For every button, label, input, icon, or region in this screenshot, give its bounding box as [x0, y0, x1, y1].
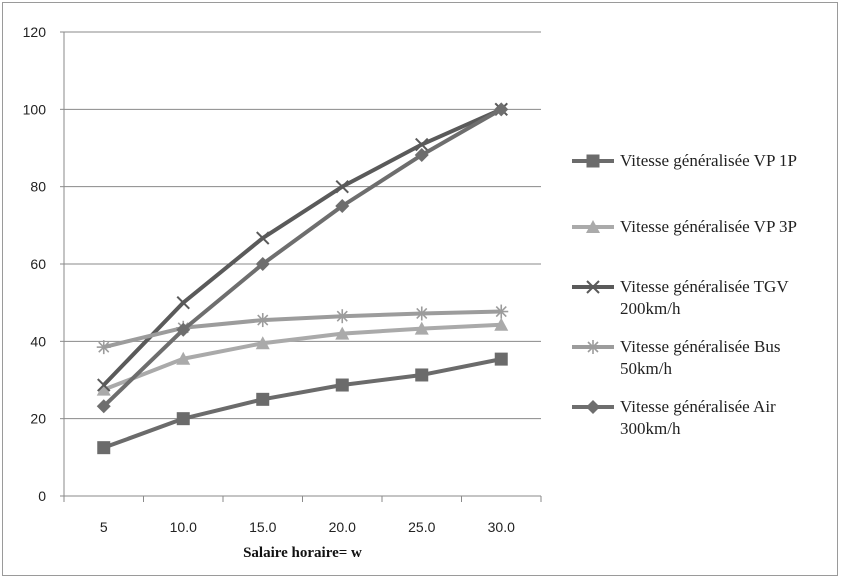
y-tick-label: 120: [23, 24, 47, 40]
y-tick-label: 20: [30, 411, 46, 427]
series-line: [103, 357, 502, 450]
x-marker-stroke: [256, 231, 270, 245]
data-point: [586, 154, 600, 168]
data-point: [96, 399, 111, 414]
x-tick-label: 15.0: [249, 519, 276, 535]
data-point: [414, 147, 429, 162]
data-point: [335, 199, 350, 213]
x-marker-stroke: [335, 179, 349, 194]
data-point: [176, 412, 190, 426]
data-point: [494, 102, 509, 117]
legend-label: Vitesse généralisée Bus 50km/h: [620, 337, 781, 378]
data-point: [335, 179, 349, 194]
data-point: [415, 137, 429, 152]
legend-swatch: [572, 340, 614, 354]
data-point: [586, 280, 600, 294]
legend-swatch: [572, 220, 614, 233]
data-point: [176, 351, 191, 365]
series-2: [96, 317, 509, 396]
data-point: [414, 306, 429, 321]
series-line: [103, 309, 502, 350]
data-point: [96, 340, 111, 355]
x-tick-label: 30.0: [488, 519, 515, 535]
x-marker-stroke: [97, 378, 111, 392]
legend-swatch: [572, 400, 614, 414]
x-marker-stroke: [415, 137, 429, 152]
legend-item: Vitesse généralisée TGV 200km/h: [572, 276, 834, 320]
legend-item: Vitesse généralisée VP 3P: [572, 216, 834, 238]
y-tick-label: 40: [30, 333, 46, 349]
axes: 0 20 40 60 80 100 120 5 10.0 15.0 20.0 25.0 30.0: [23, 24, 542, 535]
series-group: [96, 102, 509, 455]
data-point: [414, 321, 429, 335]
legend-swatch: [572, 154, 614, 168]
data-point: [586, 220, 600, 233]
series-line: [102, 107, 503, 408]
legend-label: Vitesse généralisée Air 300km/h: [620, 397, 776, 438]
x-tick-label: 25.0: [408, 519, 435, 535]
series-4: [96, 304, 509, 355]
data-point: [176, 322, 191, 337]
data-point: [415, 368, 429, 382]
series-3: [97, 102, 508, 392]
y-tick-label: 80: [30, 179, 46, 195]
y-tick-label: 100: [23, 101, 47, 117]
legend-item: Vitesse généralisée Bus 50km/h: [572, 336, 834, 380]
data-point: [255, 313, 270, 328]
grid-lines: [64, 31, 541, 420]
x-tick-label: 10.0: [170, 519, 197, 535]
legend-swatch: [572, 280, 614, 294]
data-point: [335, 326, 350, 340]
legend-label: Vitesse généralisée TGV 200km/h: [620, 277, 789, 318]
legend-label: Vitesse généralisée VP 3P: [620, 217, 797, 236]
data-point: [255, 336, 270, 350]
legend-item: Vitesse généralisée VP 1P: [572, 150, 834, 172]
series-line: [103, 322, 502, 392]
x-tick-label: 20.0: [329, 519, 356, 535]
series-5: [96, 102, 509, 414]
data-point: [255, 257, 270, 271]
y-tick-label: 0: [38, 488, 46, 504]
series-line: [102, 107, 503, 387]
data-point: [494, 352, 508, 366]
x-marker-stroke: [176, 295, 190, 310]
series-1: [97, 352, 508, 455]
data-point: [256, 392, 270, 406]
legend-item: Vitesse généralisée Air 300km/h: [572, 396, 834, 440]
y-tick-label: 60: [30, 256, 46, 272]
data-point: [335, 309, 350, 324]
data-point: [586, 340, 600, 354]
data-point: [97, 378, 111, 392]
x-tick-label: 5: [100, 519, 108, 535]
data-point: [176, 295, 190, 310]
data-point: [97, 441, 111, 455]
x-axis-title: Salaire horaire= w: [243, 545, 362, 561]
data-point: [586, 400, 600, 414]
data-point: [335, 378, 349, 392]
data-point: [256, 231, 270, 245]
x-marker-stroke: [586, 280, 600, 294]
data-point: [494, 317, 509, 331]
data-point: [494, 304, 509, 319]
data-point: [96, 382, 111, 396]
legend-label: Vitesse généralisée VP 1P: [620, 151, 797, 170]
